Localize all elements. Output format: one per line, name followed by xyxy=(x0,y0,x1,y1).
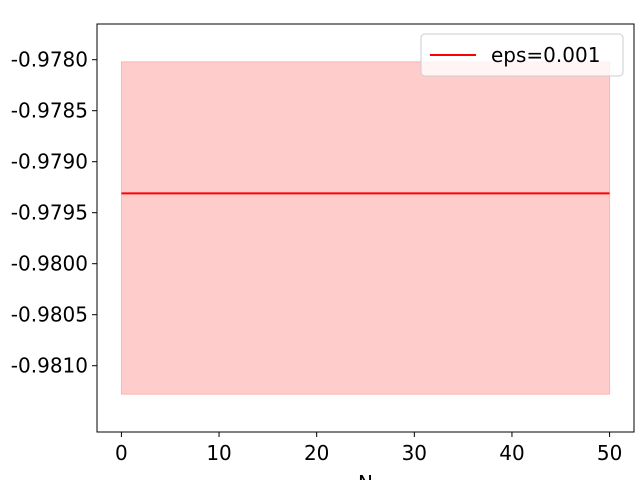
x-axis-label: N xyxy=(358,471,373,480)
x-tick-label: 0 xyxy=(115,441,128,465)
legend-label-eps: eps=0.001 xyxy=(491,43,600,67)
y-tick-label: -0.9790 xyxy=(11,150,88,174)
legend: eps=0.001 xyxy=(420,33,624,77)
y-tick-label: -0.9785 xyxy=(11,99,88,123)
y-tick-label: -0.9780 xyxy=(11,48,88,72)
axes-frame xyxy=(96,23,635,433)
confidence-band xyxy=(120,61,611,395)
x-tick-label: 30 xyxy=(402,441,427,465)
band-layer xyxy=(120,61,611,395)
x-tick-label: 40 xyxy=(499,441,524,465)
legend-box xyxy=(420,33,624,77)
x-tick-label: 20 xyxy=(304,441,329,465)
y-tick-label: -0.9810 xyxy=(11,354,88,378)
y-tick-label: -0.9800 xyxy=(11,252,88,276)
x-tick-label: 50 xyxy=(597,441,622,465)
y-ticks: -0.9780 -0.9785 -0.9790 -0.9795 -0.9800 -0.98… xyxy=(11,48,97,378)
y-tick-label: -0.9805 xyxy=(11,303,88,327)
y-tick-label: -0.9795 xyxy=(11,201,88,225)
x-ticks: 0 10 20 30 40 50 xyxy=(115,432,622,465)
x-tick-label: 10 xyxy=(206,441,231,465)
